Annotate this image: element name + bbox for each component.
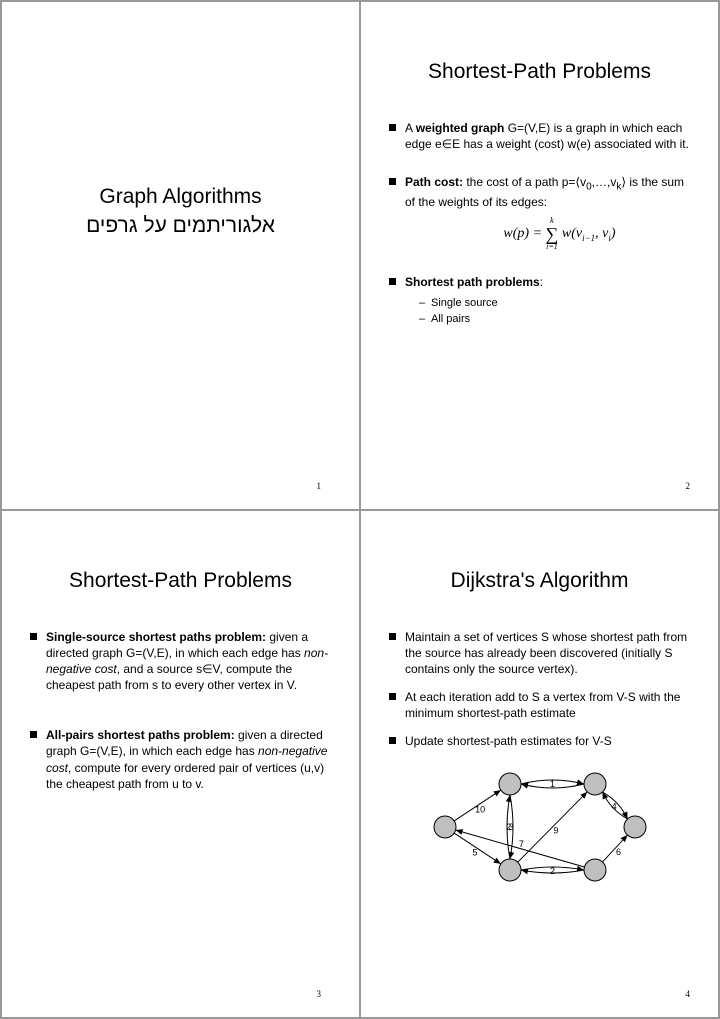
bold-text: weighted graph [416, 121, 505, 135]
slide-1: Graph Algorithms אלגוריתמים על גרפים 1 [1, 1, 360, 510]
bold-text: Shortest path problems [405, 275, 540, 289]
bullet-item: Maintain a set of vertices S whose short… [389, 629, 694, 678]
svg-text:10: 10 [475, 804, 485, 814]
slide-4-title: Dijkstra's Algorithm [385, 569, 694, 593]
svg-text:6: 6 [616, 846, 621, 856]
bullet-item: A weighted graph G=(V,E) is a graph in w… [389, 120, 694, 152]
title-en: Graph Algorithms [99, 185, 261, 208]
dijkstra-graph-diagram: 10512392467 [425, 762, 655, 892]
svg-text:5: 5 [472, 847, 477, 857]
slide-2-title: Shortest-Path Problems [385, 60, 694, 84]
svg-text:9: 9 [553, 825, 558, 835]
sub-item: All pairs [419, 311, 694, 328]
sub-list: Single source All pairs [405, 295, 694, 328]
text: A [405, 121, 416, 135]
bullet-item: Shortest path problems: Single source Al… [389, 274, 694, 327]
path-cost-formula: w(p) = k∑i=1 w(vi−1, vi) [503, 216, 615, 252]
bullet-item: Path cost: the cost of a path p=⟨v0,…,vk… [389, 174, 694, 252]
svg-text:4: 4 [611, 801, 616, 811]
text: the cost of a path p=⟨v [463, 175, 586, 189]
sum-lower: i=1 [546, 242, 559, 253]
page-number: 2 [686, 481, 691, 491]
page-number: 3 [317, 989, 322, 999]
text: , compute for every ordered pair of vert… [46, 761, 324, 791]
sub-item: Single source [419, 295, 694, 312]
slide-3-title: Shortest-Path Problems [26, 569, 335, 593]
bullet-item: All-pairs shortest paths problem: given … [30, 727, 335, 792]
formula-block: w(p) = k∑i=1 w(vi−1, vi) [405, 216, 694, 252]
svg-text:3: 3 [508, 822, 513, 832]
title-he: אלגוריתמים על גרפים [86, 214, 275, 237]
slide-handout-page: Graph Algorithms אלגוריתמים על גרפים 1 S… [0, 0, 720, 1019]
bold-text: All-pairs shortest paths problem: [46, 728, 235, 742]
slide-2: Shortest-Path Problems A weighted graph … [360, 1, 719, 510]
slide-4: Dijkstra's Algorithm Maintain a set of v… [360, 510, 719, 1019]
text: ,…,v [592, 175, 617, 189]
bullet-item: Update shortest-path estimates for V-S [389, 733, 694, 749]
page-number: 1 [317, 481, 322, 491]
page-number: 4 [686, 989, 691, 999]
bullet-list: Single-source shortest paths problem: gi… [26, 629, 335, 793]
bold-text: Path cost: [405, 175, 463, 189]
text: : [540, 275, 543, 289]
bullet-list: Maintain a set of vertices S whose short… [385, 629, 694, 750]
svg-text:2: 2 [549, 866, 554, 876]
slide-3: Shortest-Path Problems Single-source sho… [1, 510, 360, 1019]
bullet-item: Single-source shortest paths problem: gi… [30, 629, 335, 694]
bullet-item: At each iteration add to S a vertex from… [389, 689, 694, 721]
svg-text:7: 7 [518, 839, 523, 849]
bullet-list: A weighted graph G=(V,E) is a graph in w… [385, 120, 694, 328]
bold-text: Single-source shortest paths problem: [46, 630, 266, 644]
slide-1-title: Graph Algorithms אלגוריתמים על גרפים [26, 182, 335, 241]
